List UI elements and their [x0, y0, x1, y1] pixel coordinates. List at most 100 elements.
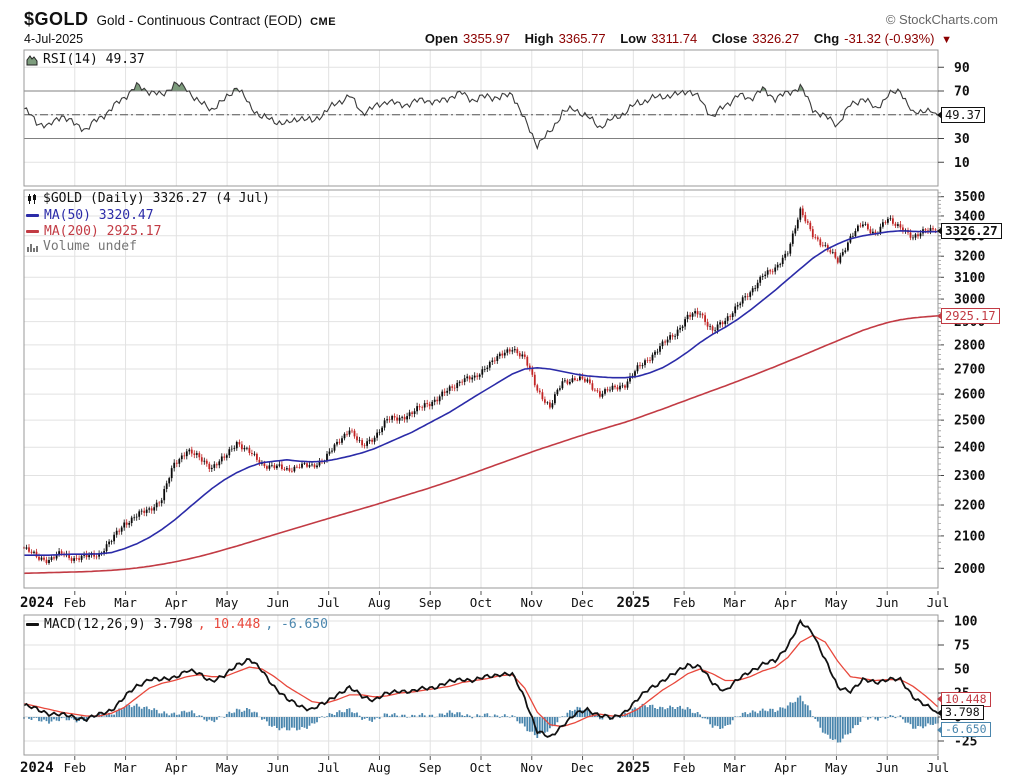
ma50-dash-icon	[26, 214, 39, 217]
axis-tick-label: 3100	[954, 271, 985, 286]
macd-histogram-value: , -6.650	[265, 617, 328, 632]
month-label: Mar	[724, 595, 747, 610]
ohlc-quote-bar: Open 3355.97 High 3365.77 Low 3311.74 Close…	[425, 31, 952, 46]
month-label: 2024	[20, 595, 54, 611]
stockcharts-credit: © StockCharts.com	[885, 12, 998, 27]
open-label: Open	[424, 31, 459, 46]
month-label: Jul	[317, 760, 340, 775]
axis-tick-label: 10	[954, 156, 970, 171]
low-value: 3311.74	[651, 31, 698, 46]
axis-tick-label: 3000	[954, 293, 985, 308]
month-label: Feb	[673, 595, 696, 610]
month-label: Sep	[419, 595, 442, 610]
axis-tick-label: 3500	[954, 190, 985, 205]
rsi-legend-label: RSI(14) 49.37	[43, 52, 145, 67]
macd-signal-line	[23, 634, 939, 728]
month-label: Feb	[673, 760, 696, 775]
price-legend: $GOLD (Daily) 3326.27 (4 Jul)	[26, 191, 270, 206]
month-label: Oct	[470, 595, 493, 610]
axis-tick-label: -25	[954, 735, 977, 750]
month-label: Aug	[368, 760, 391, 775]
axis-tick-label: 75	[954, 639, 970, 654]
ma200-value-callout: 2925.17	[937, 307, 1000, 324]
rsi-area-icon	[26, 54, 38, 65]
month-label: Mar	[724, 760, 747, 775]
candlestick-icon	[28, 193, 36, 204]
axis-tick-label: 90	[954, 61, 970, 76]
month-label: Apr	[774, 760, 797, 775]
price-legend-label: $GOLD (Daily) 3326.27 (4 Jul)	[43, 191, 270, 206]
last-price-callout: 3326.27	[937, 222, 1002, 239]
macd-histogram-callout: -6.650	[937, 722, 991, 738]
ma50-legend-label: MA(50) 3320.47	[44, 208, 154, 223]
close-value: 3326.27	[752, 31, 800, 46]
x-axis-bottom: 2024 Feb Mar Apr May Jun Jul Aug Sep Oct Nov Dec 202…	[20, 756, 949, 776]
symbol: $GOLD	[24, 9, 89, 29]
change-down-arrow: ▼	[941, 34, 952, 46]
month-label: Feb	[63, 760, 86, 775]
month-label: Nov	[520, 760, 543, 775]
axis-tick-label: 2700	[954, 363, 985, 378]
ma200-dash-icon	[26, 230, 39, 233]
axis-tick-label: 2500	[954, 414, 985, 429]
month-label: 2024	[20, 760, 54, 776]
axis-tick-label: 2800	[954, 338, 985, 353]
macd-line	[23, 618, 939, 738]
price-y-axis: 3500340033003200310030002900280027002600…	[938, 190, 985, 577]
month-label: Jul	[317, 595, 340, 610]
volume-legend-label: Volume undef	[43, 239, 137, 254]
macd-legend: MACD(12,26,9) 3.798 , 10.448 , -6.650	[26, 617, 328, 632]
month-label: Jul	[927, 760, 950, 775]
macd-legend-label: MACD(12,26,9) 3.798	[44, 617, 193, 632]
month-label: Aug	[368, 595, 391, 610]
chg-label: Chg	[813, 31, 840, 46]
chg-value: -31.32 (-0.93%)	[844, 31, 935, 46]
axis-tick-label: 2300	[954, 469, 985, 484]
month-label: Sep	[419, 760, 442, 775]
axis-tick-label: 2100	[954, 529, 985, 544]
rsi-legend: RSI(14) 49.37	[26, 52, 145, 67]
month-label: Oct	[470, 760, 493, 775]
month-label: 2025	[616, 760, 650, 776]
month-label: Mar	[114, 760, 137, 775]
rsi-value-callout: 49.37	[936, 107, 986, 124]
month-label: May	[216, 595, 239, 610]
month-label: May	[825, 595, 848, 610]
axis-tick-label: 2000	[954, 562, 985, 577]
close-label: Close	[711, 31, 748, 46]
month-label: May	[216, 760, 239, 775]
candle-bodies-up	[25, 208, 932, 563]
price-minor-ticks	[938, 192, 941, 569]
month-label: Jun	[267, 595, 290, 610]
month-label: Mar	[114, 595, 137, 610]
x-axis-middle: 2024 Feb Mar Apr May Jun Jul Aug Sep Oct Nov Dec 202…	[20, 591, 949, 611]
ma200-legend-label: MA(200) 2925.17	[44, 224, 162, 239]
gridlines	[24, 50, 939, 755]
axis-tick-label: 3400	[954, 209, 985, 224]
axis-tick-label: 2200	[954, 499, 985, 514]
axis-tick-label: 2600	[954, 388, 985, 403]
axis-tick-label: 30	[954, 132, 970, 147]
high-label: High	[524, 31, 554, 46]
candle-wicks-up	[26, 206, 931, 565]
month-label: Feb	[63, 595, 86, 610]
macd-dash-icon	[26, 623, 39, 626]
ma200-legend: MA(200) 2925.17	[26, 224, 161, 239]
volume-legend: Volume undef	[26, 239, 137, 254]
symbol-description: Gold - Continuous Contract (EOD)	[96, 13, 303, 28]
month-label: Apr	[165, 595, 188, 610]
month-label: Jun	[876, 595, 899, 610]
axis-tick-label: 50	[954, 663, 970, 678]
month-label: Jul	[927, 595, 950, 610]
month-label: 2025	[616, 595, 650, 611]
ma50-line	[24, 229, 938, 556]
exchange-label: CME	[310, 16, 337, 28]
macd-signal-value: , 10.448	[197, 617, 261, 632]
month-label: Nov	[520, 595, 543, 610]
axis-tick-label: 100	[954, 615, 978, 630]
month-label: Apr	[165, 760, 188, 775]
macd-value-callout: 3.798	[937, 705, 984, 721]
open-value: 3355.97	[463, 31, 511, 46]
